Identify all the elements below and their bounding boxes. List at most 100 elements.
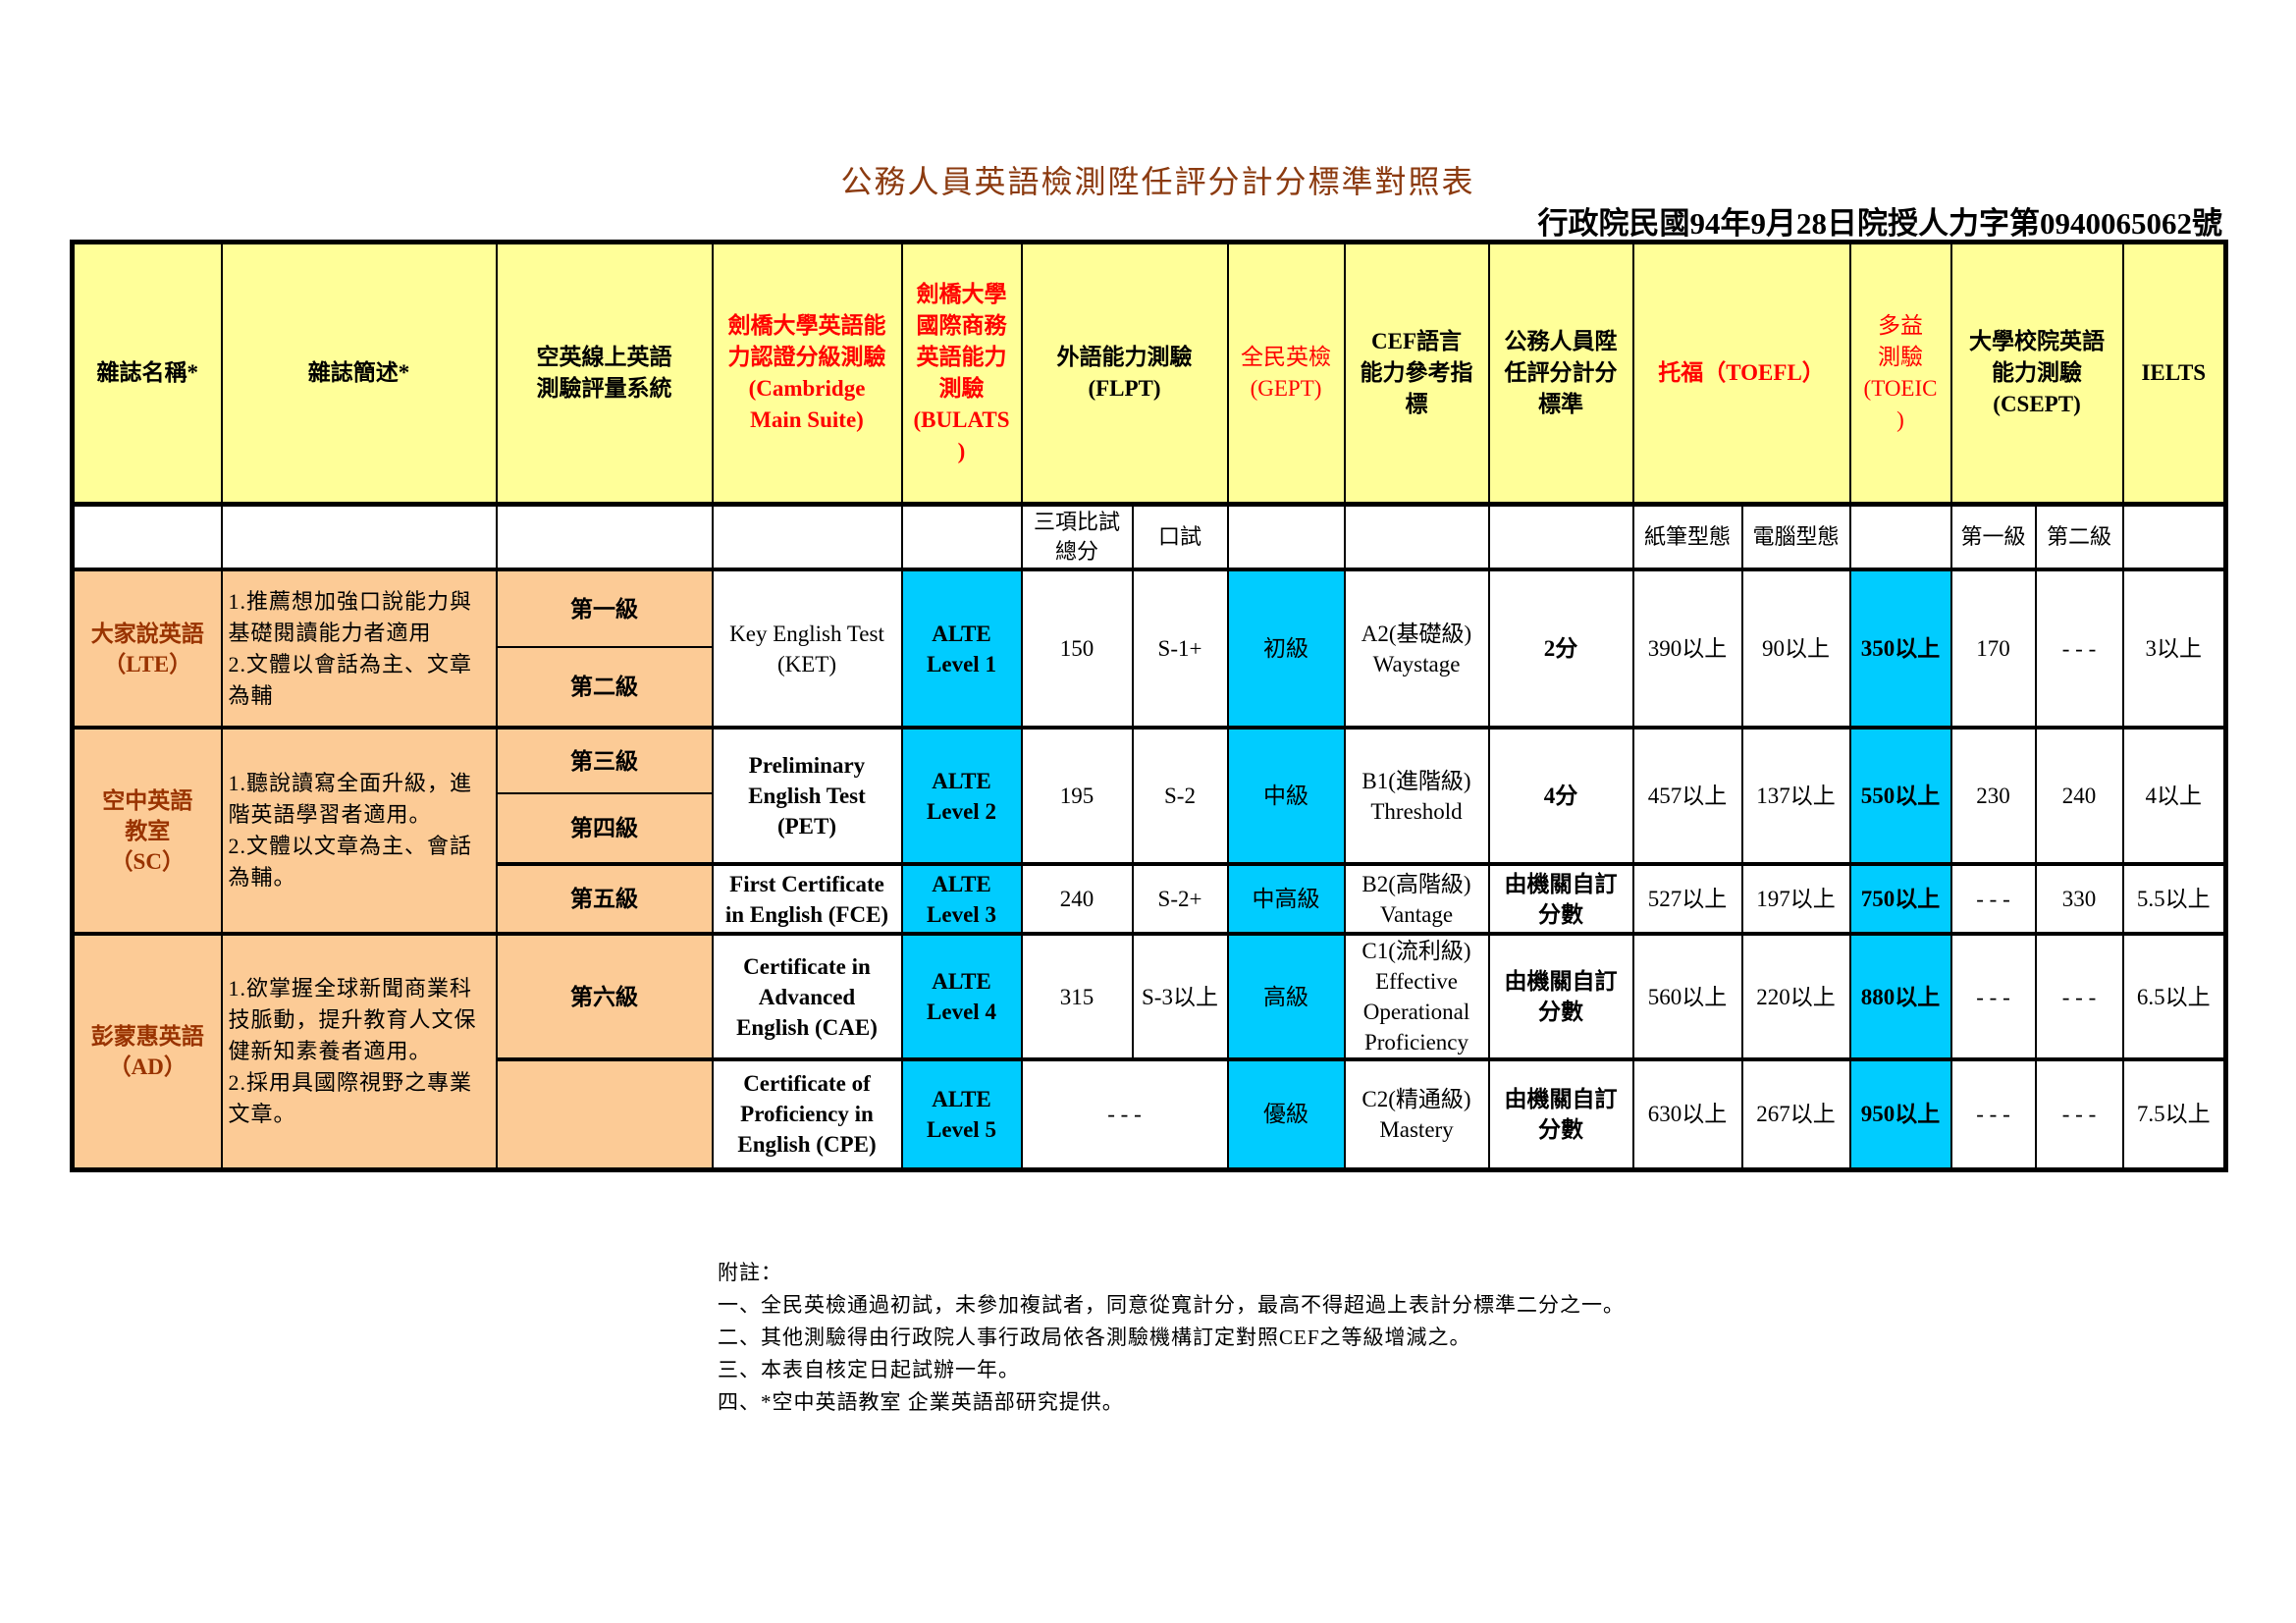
flpt-oral-cell: S-3以上 <box>1131 932 1229 1060</box>
bulats-cell: ALTE Level 5 <box>900 1057 1023 1170</box>
table-row: 空中英語 教室 （SC） 1.聽說讀寫全面升級，進階英語學習者適用。 2.文體以… <box>71 726 2227 935</box>
empty-cell <box>220 503 498 570</box>
magazine-name: 大家說英語 （LTE） <box>71 568 223 729</box>
subheader-csept-2: 第二級 <box>2034 503 2124 570</box>
flpt-total-cell: 195 <box>1020 726 1134 865</box>
toefl-pbt-cell: 560以上 <box>1631 932 1743 1060</box>
empty-cell <box>1487 503 1634 570</box>
toeic-cell: 750以上 <box>1848 862 1952 935</box>
note-item: 四、*空中英語教室 企業英語部研究提供。 <box>718 1390 1124 1414</box>
toefl-pbt-cell: 390以上 <box>1631 568 1743 729</box>
header-gept: 全民英檢 (GEPT) <box>1226 241 1346 507</box>
cambridge-cell: Key English Test (KET) <box>711 568 903 729</box>
header-flpt: 外語能力測驗 (FLPT) <box>1020 241 1229 507</box>
cambridge-cell: First Certificate in English (FCE) <box>711 862 903 935</box>
magazine-description: 1.聽說讀寫全面升級，進階英語學習者適用。 2.文體以文章為主、會話為輔。 <box>220 726 498 935</box>
flpt-total-cell: 150 <box>1020 568 1134 729</box>
empty-cell <box>1343 503 1490 570</box>
toefl-pbt-cell: 527以上 <box>1631 862 1743 935</box>
civil-score-cell: 2分 <box>1487 568 1634 729</box>
table-row: 大家說英語 （LTE） 1.推薦想加強口說能力與基礎閱讀能力者適用 2.文體以會… <box>71 568 2227 729</box>
decree-number: 行政院民國94年9月28日院授人力字第0940065062號 <box>1537 206 2223 241</box>
note-item: 二、其他測驗得由行政院人事行政局依各測驗機構訂定對照CEF之等級增減之。 <box>718 1325 1471 1349</box>
header-cef: CEF語言 能力參考指 標 <box>1343 241 1490 507</box>
bulats-cell: ALTE Level 3 <box>900 862 1023 935</box>
empty-cell <box>1226 503 1346 570</box>
csept-1-cell: - - - <box>1949 862 2037 935</box>
gept-cell: 中級 <box>1226 726 1346 865</box>
flpt-oral-cell: S-2 <box>1131 726 1229 865</box>
gept-cell: 高級 <box>1226 932 1346 1060</box>
civil-score-cell: 4分 <box>1487 726 1634 865</box>
csept-2-cell: - - - <box>2034 1057 2124 1170</box>
ielts-cell: 7.5以上 <box>2121 1057 2227 1170</box>
toefl-cbt-cell: 90以上 <box>1740 568 1851 729</box>
table-row: Certificate of Proficiency in English (C… <box>73 1057 2227 1170</box>
header-description: 雜誌簡述* <box>220 241 498 507</box>
civil-score-cell: 由機關自訂 分數 <box>1487 932 1634 1060</box>
online-level: 第一級 <box>495 568 714 648</box>
online-level: 第五級 <box>495 862 714 935</box>
empty-cell <box>711 503 903 570</box>
bulats-cell: ALTE Level 2 <box>900 726 1023 865</box>
notes-section: 附註： 一、全民英檢通過初試，未參加複試者，同意從寬計分，最高不得超過上表計分標… <box>718 1257 1625 1419</box>
empty-cell <box>1848 503 1952 570</box>
table-row: 彭蒙惠英語 （AD） 1.欲掌握全球新聞商業科技脈動，提升教育人文保健新知素養者… <box>71 932 2227 1170</box>
subheader-flpt-oral: 口試 <box>1131 503 1229 570</box>
magazine-name: 彭蒙惠英語 （AD） <box>71 932 223 1170</box>
ielts-cell: 4以上 <box>2121 726 2227 865</box>
empty-cell <box>71 503 223 570</box>
csept-1-cell: - - - <box>1949 1057 2037 1170</box>
toefl-pbt-cell: 457以上 <box>1631 726 1743 865</box>
header-row: 雜誌名稱* 雜誌簡述* 空英線上英語 測驗評量系統 劍橋大學英語能 力認證分級測… <box>71 241 2227 507</box>
notes-heading: 附註： <box>718 1261 782 1284</box>
toefl-cbt-cell: 267以上 <box>1740 1057 1851 1170</box>
cef-cell: B2(高階級) Vantage <box>1343 862 1490 935</box>
online-level: 第三級 <box>495 726 714 794</box>
online-level: 第二級 <box>495 646 714 729</box>
flpt-merged-cell: - - - <box>1020 1057 1229 1170</box>
ielts-cell: 6.5以上 <box>2121 932 2227 1060</box>
header-bulats: 劍橋大學 國際商務 英語能力 測驗 (BULATS ) <box>900 241 1023 507</box>
toeic-cell: 350以上 <box>1848 568 1952 729</box>
note-item: 三、本表自核定日起試辦一年。 <box>718 1358 1020 1381</box>
header-cambridge: 劍橋大學英語能 力認證分級測驗 (Cambridge Main Suite) <box>711 241 903 507</box>
subheader-toefl-pbt: 紙筆型態 <box>1631 503 1743 570</box>
magazine-description: 1.推薦想加強口說能力與基礎閱讀能力者適用 2.文體以會話為主、文章為輔 <box>220 568 498 729</box>
csept-2-cell: - - - <box>2034 568 2124 729</box>
csept-2-cell: 240 <box>2034 726 2124 865</box>
toefl-cbt-cell: 220以上 <box>1740 932 1851 1060</box>
toefl-pbt-cell: 630以上 <box>1631 1057 1743 1170</box>
toeic-cell: 950以上 <box>1848 1057 1952 1170</box>
gept-cell: 初級 <box>1226 568 1346 729</box>
csept-1-cell: 230 <box>1949 726 2037 865</box>
online-level: 第四級 <box>495 792 714 865</box>
table-row: 第四級 <box>73 792 2226 865</box>
gept-cell: 優級 <box>1226 1057 1346 1170</box>
table-row: 第五級 First Certificate in English (FCE) A… <box>73 862 2227 935</box>
flpt-oral-cell: S-1+ <box>1131 568 1229 729</box>
header-csept: 大學校院英語 能力測驗 (CSEPT) <box>1949 241 2124 507</box>
empty-cell <box>2121 503 2227 570</box>
bulats-cell: ALTE Level 1 <box>900 568 1023 729</box>
gept-cell: 中高級 <box>1226 862 1346 935</box>
ielts-cell: 3以上 <box>2121 568 2227 729</box>
csept-1-cell: 170 <box>1949 568 2037 729</box>
header-online: 空英線上英語 測驗評量系統 <box>495 241 714 507</box>
csept-2-cell: - - - <box>2034 932 2124 1060</box>
csept-1-cell: - - - <box>1949 932 2037 1060</box>
subheader-row: 三項比試 總分 口試 紙筆型態 電腦型態 第一級 第二級 <box>71 503 2227 570</box>
toefl-cbt-cell: 137以上 <box>1740 726 1851 865</box>
cambridge-cell: Certificate of Proficiency in English (C… <box>711 1057 903 1170</box>
comparison-table: 雜誌名稱* 雜誌簡述* 空英線上英語 測驗評量系統 劍橋大學英語能 力認證分級測… <box>70 240 2229 1172</box>
cef-cell: B1(進階級) Threshold <box>1343 726 1490 865</box>
online-level: 第六級 <box>495 932 714 1060</box>
subheader-toefl-cbt: 電腦型態 <box>1740 503 1851 570</box>
header-toeic: 多益 測驗 (TOEIC ) <box>1848 241 1952 507</box>
subheader-flpt-total: 三項比試 總分 <box>1020 503 1134 570</box>
header-ielts: IELTS <box>2121 241 2227 507</box>
magazine-description: 1.欲掌握全球新聞商業科技脈動，提升教育人文保健新知素養者適用。 2.採用具國際… <box>220 932 498 1170</box>
subheader-csept-1: 第一級 <box>1949 503 2037 570</box>
header-magazine: 雜誌名稱* <box>71 241 223 507</box>
online-level <box>495 1057 714 1170</box>
